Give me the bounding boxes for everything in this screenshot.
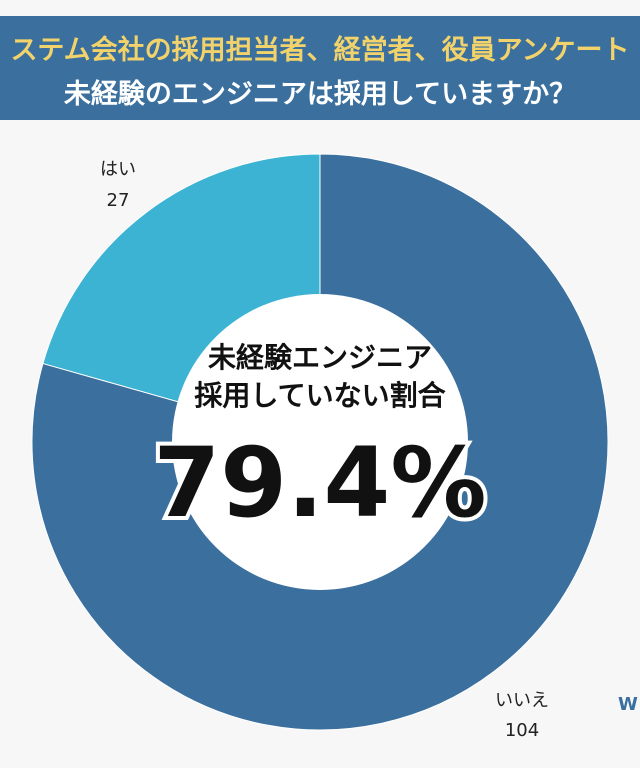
slice-label-no: いいえ (495, 690, 549, 711)
edge-watermark-letter: W (618, 694, 638, 715)
center-label-line-2: 採用していない割合 (194, 379, 446, 412)
center-percent: 79.4% (153, 427, 486, 539)
slice-value-no: 104 (505, 720, 539, 741)
chart-title-line-2: 未経験のエンジニアは採用していますか？ (63, 79, 577, 110)
donut-hole (172, 294, 468, 590)
slice-value-yes: 27 (107, 190, 130, 211)
chart-header: ステム会社の採用担当者、経営者、役員アンケート 未経験のエンジニアは採用していま… (0, 16, 640, 120)
chart-title-line-1: ステム会社の採用担当者、経営者、役員アンケート (10, 35, 630, 66)
slice-label-yes: はい (100, 159, 136, 180)
center-label-line-1: 未経験エンジニア (208, 341, 432, 374)
